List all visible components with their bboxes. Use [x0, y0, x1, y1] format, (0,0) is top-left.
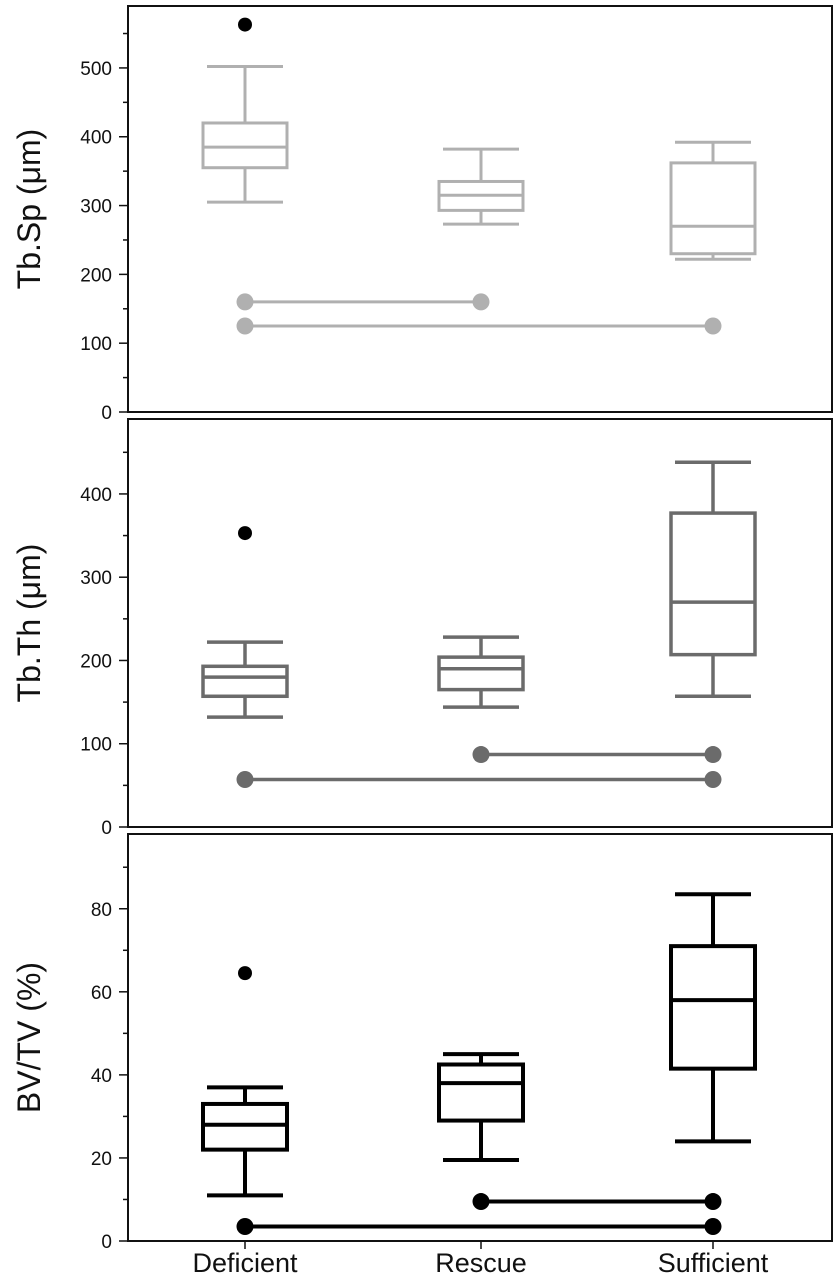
box-sufficient	[669, 140, 757, 261]
y-tick-label: 200	[80, 651, 112, 672]
iqr-box	[669, 944, 757, 1071]
y-tick-label: 0	[101, 403, 112, 424]
x-category-label: Deficient	[192, 1248, 298, 1278]
significance-endpoint	[472, 293, 490, 311]
y-axis-title: Tb.Sp (μm)	[11, 129, 47, 290]
plot-frame	[127, 833, 833, 1242]
box-rescue	[437, 147, 525, 226]
box-deficient	[201, 1085, 289, 1198]
y-tick-label: 0	[101, 1232, 112, 1253]
iqr-box	[201, 1101, 289, 1152]
iqr-box	[201, 664, 289, 699]
iqr-box	[669, 161, 757, 256]
y-tick-label: 100	[80, 334, 112, 355]
iqr-box	[201, 121, 289, 170]
y-tick-label: 500	[80, 59, 112, 80]
y-tick-label: 80	[91, 900, 112, 921]
outlier-point	[238, 526, 252, 541]
significance-endpoint	[704, 317, 722, 335]
y-tick-label: 400	[80, 128, 112, 149]
y-tick-label: 0	[101, 818, 112, 839]
significance-endpoint	[472, 1193, 490, 1211]
panel-3: 0 20 40 60 80 BV/TV (%)	[11, 833, 833, 1253]
y-tick-label: 100	[80, 735, 112, 756]
iqr-box	[669, 511, 757, 657]
significance-bar	[236, 771, 722, 789]
box-sufficient	[669, 460, 757, 699]
y-axis-title: Tb.Th (μm)	[11, 544, 47, 703]
significance-endpoint	[704, 1217, 722, 1235]
y-tick-label: 400	[80, 485, 112, 506]
significance-bar	[472, 1193, 722, 1211]
iqr-box	[437, 655, 525, 692]
significance-endpoint	[236, 1217, 254, 1235]
panel-2: 0 100 200 300 400 Tb.Th (μm)	[11, 418, 833, 839]
outlier-point	[238, 17, 252, 32]
y-tick-label: 20	[91, 1149, 112, 1170]
y-tick-label: 200	[80, 265, 112, 286]
box-rescue	[437, 1052, 525, 1163]
panel-1: 0 100 200 300 400 500 Tb.Sp (μm)	[11, 5, 833, 424]
x-category-label: Sufficient	[658, 1248, 769, 1278]
significance-bar	[236, 1217, 722, 1235]
y-tick-label: 40	[91, 1066, 112, 1087]
plot-frame	[127, 418, 833, 828]
significance-bar	[236, 317, 722, 335]
y-tick-label: 300	[80, 197, 112, 218]
significance-endpoint	[704, 746, 722, 764]
box-sufficient	[669, 892, 757, 1144]
significance-endpoint	[704, 1193, 722, 1211]
box-rescue	[437, 635, 525, 709]
y-tick-label: 60	[91, 983, 112, 1004]
significance-endpoint	[236, 771, 254, 789]
significance-endpoint	[704, 771, 722, 789]
significance-bar	[472, 746, 722, 764]
box-deficient	[201, 640, 289, 719]
significance-bar	[236, 293, 490, 311]
iqr-box	[437, 1062, 525, 1123]
box-deficient	[201, 65, 289, 204]
y-axis-title: BV/TV (%)	[11, 962, 47, 1113]
x-category-label: Rescue	[435, 1248, 527, 1278]
significance-endpoint	[472, 746, 490, 764]
significance-endpoint	[236, 317, 254, 335]
outlier-point	[238, 966, 252, 981]
plot-frame	[127, 5, 833, 413]
y-tick-label: 300	[80, 568, 112, 589]
significance-endpoint	[236, 293, 254, 311]
